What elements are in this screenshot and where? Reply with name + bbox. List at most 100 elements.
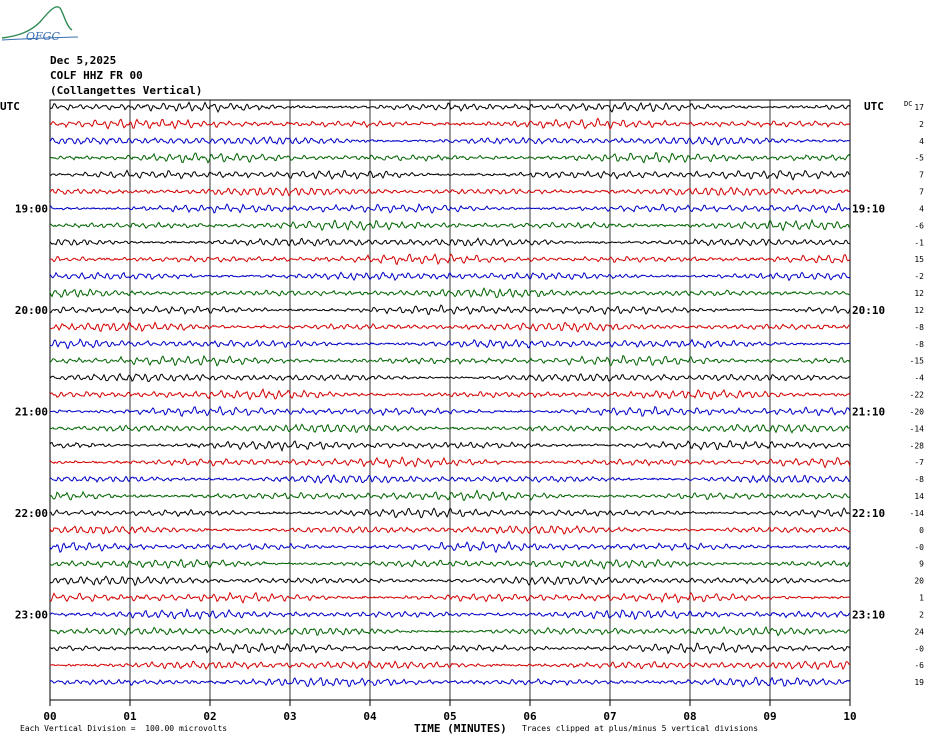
trace-row-16 xyxy=(49,372,851,383)
dc-offset-label: 7 xyxy=(919,188,924,197)
date-label: Dec 5,2025 xyxy=(50,54,117,67)
dc-offset-label: -20 xyxy=(910,407,925,416)
trace-row-5 xyxy=(49,186,851,197)
trace-row-6 xyxy=(49,202,851,214)
dc-offset-label: 9 xyxy=(919,560,924,569)
trace-row-34 xyxy=(49,676,851,688)
dc-offset-label: 0 xyxy=(919,526,924,535)
x-tick-label: 02 xyxy=(203,710,216,723)
trace-row-22 xyxy=(49,474,851,485)
trace-row-1 xyxy=(49,117,851,130)
left-hour-label: 23:00 xyxy=(15,608,48,621)
trace-row-30 xyxy=(49,608,851,621)
right-hour-label: 19:10 xyxy=(852,202,885,215)
trace-row-8 xyxy=(49,237,851,247)
dc-offset-label: -5 xyxy=(914,154,924,163)
trace-row-24 xyxy=(49,507,851,519)
trace-row-29 xyxy=(49,591,851,604)
trace-row-3 xyxy=(49,151,851,164)
dc-offset-label: 2 xyxy=(919,610,924,619)
trace-row-0 xyxy=(49,101,851,114)
trace-row-4 xyxy=(49,169,851,181)
dc-offset-label: 4 xyxy=(919,137,924,146)
dc-offset-label: 12 xyxy=(914,289,924,298)
trace-row-32 xyxy=(49,642,851,655)
trace-row-14 xyxy=(49,338,851,350)
trace-row-27 xyxy=(49,558,851,570)
trace-row-20 xyxy=(49,439,851,453)
dc-offset-label: -15 xyxy=(910,357,925,366)
right-hour-label: 22:10 xyxy=(852,507,885,520)
dc-offset-label: -8 xyxy=(914,475,924,484)
trace-row-18 xyxy=(49,405,851,417)
location-label: (Collangettes Vertical) xyxy=(50,84,203,97)
dc-offset-label: 14 xyxy=(914,492,924,501)
right-hour-label: 20:10 xyxy=(852,304,885,317)
x-tick-label: 04 xyxy=(363,710,377,723)
dc-offset-label: 17 xyxy=(914,103,924,112)
x-tick-label: 08 xyxy=(683,710,696,723)
trace-row-2 xyxy=(49,135,851,146)
x-tick-label: 06 xyxy=(523,710,537,723)
x-tick-label: 01 xyxy=(123,710,137,723)
dc-offset-label: -22 xyxy=(910,391,925,400)
dc-offset-label: -8 xyxy=(914,323,924,332)
dc-offset-label: 24 xyxy=(914,627,924,636)
trace-row-19 xyxy=(49,423,851,434)
trace-row-11 xyxy=(49,287,851,299)
trace-row-25 xyxy=(49,524,851,535)
dc-offset-label: 7 xyxy=(919,171,924,180)
dc-offset-label: 20 xyxy=(914,577,924,586)
trace-row-13 xyxy=(49,321,851,333)
dc-offset-label: -28 xyxy=(910,441,925,450)
right-hour-label: 21:10 xyxy=(852,405,885,418)
dc-offset-label: 19 xyxy=(914,678,924,687)
trace-row-26 xyxy=(49,540,851,554)
x-tick-label: 05 xyxy=(443,710,456,723)
dc-offset-label: -8 xyxy=(914,340,924,349)
dc-offset-label: -0 xyxy=(914,644,924,653)
ofgc-logo: OFGC xyxy=(1,6,79,43)
x-axis-title: TIME (MINUTES) xyxy=(414,722,507,735)
left-hour-label: 19:00 xyxy=(15,202,48,215)
x-tick-label: 09 xyxy=(763,710,776,723)
dc-label: DC xyxy=(904,100,912,108)
x-tick-label: 10 xyxy=(843,710,856,723)
dc-offset-label: 2 xyxy=(919,120,924,129)
dc-offset-label: -6 xyxy=(914,221,924,230)
x-tick-label: 03 xyxy=(283,710,296,723)
left-hour-label: 21:00 xyxy=(15,405,48,418)
trace-row-7 xyxy=(49,218,851,232)
dc-offset-label: 15 xyxy=(914,255,924,264)
scale-note: Each Vertical Division = 100.00 microvol… xyxy=(20,724,228,733)
dc-offset-label: 4 xyxy=(919,204,924,213)
dc-offset-label: 12 xyxy=(914,306,924,315)
dc-offset-label: -14 xyxy=(910,424,925,433)
right-hour-label: 23:10 xyxy=(852,608,885,621)
trace-row-15 xyxy=(49,354,851,367)
left-hour-label: 20:00 xyxy=(15,304,48,317)
dc-offset-label: -14 xyxy=(910,509,925,518)
left-hour-label: 22:00 xyxy=(15,507,48,520)
dc-offset-label: -1 xyxy=(914,238,924,247)
trace-row-9 xyxy=(49,253,851,266)
trace-row-31 xyxy=(49,626,851,637)
trace-row-21 xyxy=(49,456,851,469)
left-axis-label: UTC xyxy=(0,100,20,113)
dc-offset-label: 1 xyxy=(919,594,924,603)
dc-offset-label: -4 xyxy=(914,374,924,383)
dc-offset-label: -7 xyxy=(914,458,924,467)
trace-row-10 xyxy=(49,271,851,282)
logo-text: OFGC xyxy=(26,30,60,43)
dc-offset-label: -0 xyxy=(914,543,924,552)
clip-note: Traces clipped at plus/minus 5 vertical … xyxy=(522,724,759,733)
x-tick-label: 07 xyxy=(603,710,616,723)
x-tick-label: 00 xyxy=(43,710,56,723)
trace-row-33 xyxy=(49,660,851,671)
trace-row-12 xyxy=(49,304,851,316)
station-label: COLF HHZ FR 00 xyxy=(50,69,143,82)
trace-row-17 xyxy=(49,387,851,401)
right-axis-label: UTC xyxy=(864,100,884,113)
dc-offset-label: -2 xyxy=(914,272,924,281)
